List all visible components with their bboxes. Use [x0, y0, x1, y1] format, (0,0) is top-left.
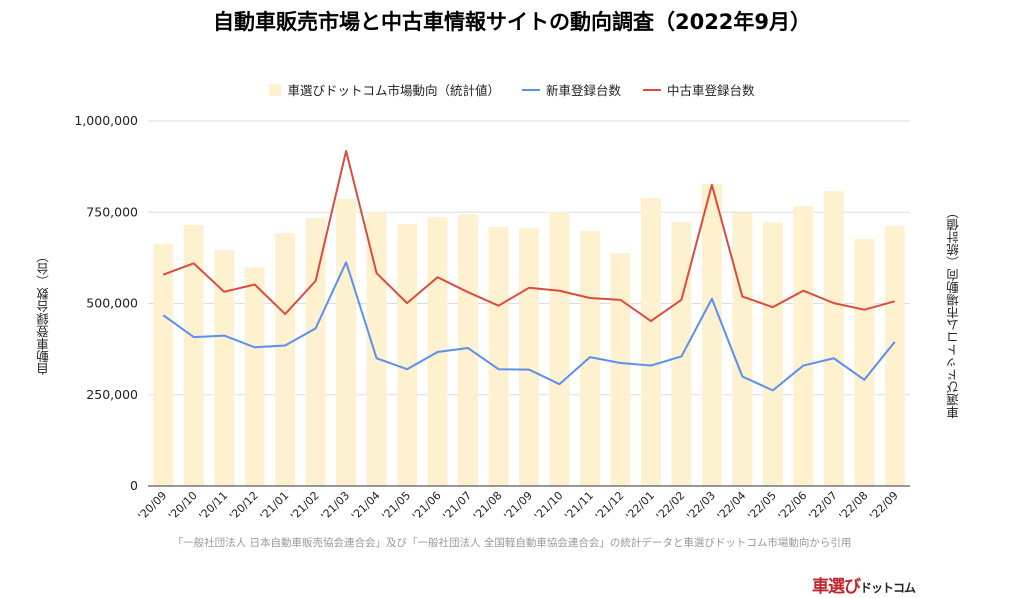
- bar: [854, 238, 875, 486]
- bar: [397, 223, 418, 486]
- x-tick-label: '21/02: [288, 489, 322, 523]
- bar: [610, 253, 631, 486]
- legend: 車選びドットコム市場動向（統計値） 新車登録台数 中古車登録台数: [0, 80, 1024, 99]
- x-tick-label: '20/09: [136, 489, 170, 523]
- legend-swatch-used-car: [643, 88, 661, 91]
- x-tick-label: '21/09: [501, 489, 535, 523]
- logo-main: 車選び: [812, 577, 861, 597]
- bar: [701, 184, 722, 486]
- legend-item-used-car: 中古車登録台数: [643, 80, 755, 99]
- bar: [244, 267, 265, 486]
- source-note: 「一般社団法人 日本自動車販売協会連合会」及び「一般社団法人 全国軽自動車協会連…: [172, 537, 852, 549]
- bar: [275, 233, 296, 486]
- legend-item-market: 車選びドットコム市場動向（統計値）: [269, 80, 500, 99]
- x-tick-label: '22/02: [654, 489, 688, 523]
- x-tick-label: '21/12: [593, 489, 627, 523]
- x-tick-label: '22/03: [684, 489, 718, 523]
- x-tick-label: '20/11: [197, 489, 231, 523]
- y-tick-label: 750,000: [86, 204, 138, 219]
- new-car-line: [162, 261, 896, 392]
- x-tick-label: '20/10: [166, 489, 200, 523]
- legend-swatch-new-car: [521, 88, 540, 91]
- bar: [671, 222, 692, 487]
- bar: [183, 225, 204, 486]
- bar: [640, 198, 661, 486]
- bar: [762, 222, 783, 487]
- legend-label-market: 車選びドットコム市場動向（統計値）: [287, 83, 500, 98]
- bar: [305, 218, 326, 486]
- bar: [823, 191, 844, 486]
- y-tick-label: 0: [130, 478, 138, 493]
- legend-label-new-car: 新車登録台数: [545, 83, 621, 98]
- bar: [884, 226, 905, 486]
- x-tick-label: '22/01: [623, 489, 657, 523]
- y-tick-label: 500,000: [86, 296, 138, 311]
- x-tick-label: '22/09: [867, 489, 901, 523]
- bar: [732, 212, 753, 487]
- x-tick-label: '21/06: [410, 489, 444, 523]
- x-tick-label: '22/06: [776, 489, 810, 523]
- bar: [519, 227, 539, 486]
- brand-logo: 車選びドットコム: [812, 572, 916, 597]
- chart-title: 自動車販売市場と中古車情報サイトの動向調査（2022年9月）: [212, 10, 812, 34]
- legend-item-new-car: 新車登録台数: [521, 80, 621, 99]
- bar: [793, 206, 814, 487]
- bar: [214, 249, 235, 486]
- x-tick-label: '22/07: [806, 489, 840, 523]
- x-tick-label: '21/03: [318, 489, 352, 523]
- y-tick-label: 1,000,000: [74, 113, 138, 128]
- x-tick-label: '21/07: [440, 489, 474, 523]
- x-tick-label: '21/04: [349, 489, 383, 523]
- bar: [153, 244, 174, 486]
- bar: [336, 199, 357, 487]
- x-tick-label: '21/01: [258, 489, 292, 523]
- x-tick-label: '22/08: [837, 489, 871, 523]
- used-car-line: [162, 149, 896, 323]
- x-tick-label: '21/05: [379, 489, 413, 523]
- y-tick-label: 250,000: [86, 387, 138, 402]
- logo-sub: ドットコム: [860, 581, 916, 595]
- bar: [458, 214, 479, 486]
- x-tick-label: '20/12: [227, 489, 261, 523]
- x-tick-label: '21/10: [532, 489, 566, 523]
- bar: [488, 226, 509, 486]
- legend-swatch-market: [269, 83, 282, 96]
- bar: [366, 211, 387, 486]
- x-tick-label: '21/11: [562, 489, 596, 523]
- bar: [549, 211, 570, 486]
- legend-label-used-car: 中古車登録台数: [667, 83, 755, 98]
- x-tick-label: '22/04: [715, 489, 749, 523]
- x-tick-label: '21/08: [471, 489, 505, 523]
- x-tick-label: '22/05: [745, 489, 779, 523]
